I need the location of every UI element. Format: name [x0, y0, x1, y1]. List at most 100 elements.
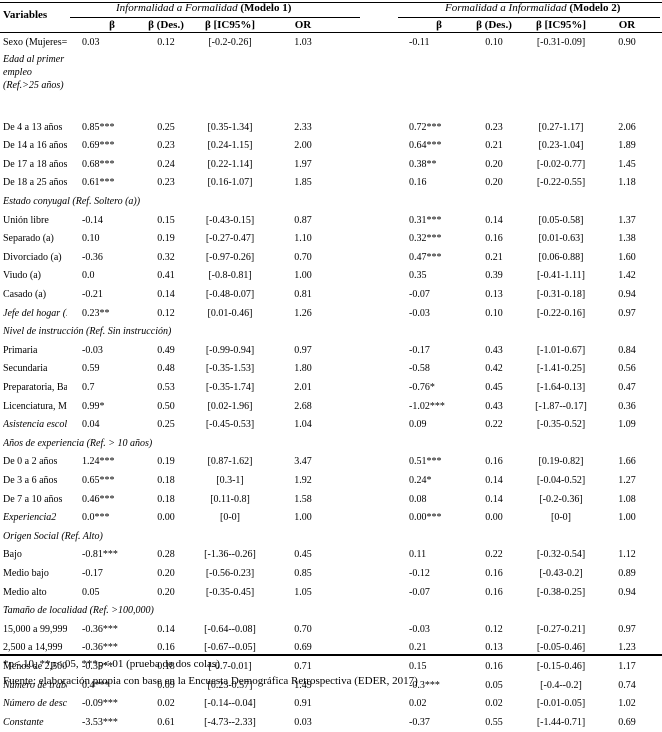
cell-or-1: 1.97: [294, 158, 312, 170]
table-row: De 3 a 6 años 0.65*** 0.18 [0.3-1] 1.92 0.24*…: [0, 472, 662, 490]
cell-beta-1: 0.03: [82, 37, 100, 48]
cell-or-1: 1.49: [294, 679, 312, 691]
cell-ic95-2: [-0.4--0.2]: [540, 679, 582, 691]
row-label: Estado conyugal (Ref. Soltero (a)): [3, 196, 141, 207]
cell-beta-1: -0.36***: [82, 623, 118, 635]
cell-beta-des-1: 0.18: [157, 661, 175, 672]
cell-ic95-1: [0.02-1.96]: [207, 400, 253, 412]
cell-or-2: 2.06: [618, 121, 636, 133]
cell-beta-des-1: 0.53: [157, 382, 175, 393]
row-label: Nivel de instrucción (Ref. Sin instrucci…: [3, 326, 172, 338]
row-label: De 3 a 6 años: [3, 475, 58, 486]
row-label: 15,000 a 99,999: [3, 623, 67, 635]
row-label: Medio alto: [3, 586, 47, 598]
row-label: Menos de 2,500: [3, 661, 67, 672]
cell-ic95-2: [-0.31-0.09]: [536, 37, 586, 48]
col-header-or-2: OR: [618, 19, 636, 31]
cell-or-2: 0.89: [618, 568, 636, 579]
col-header-ic95-2: β [IC95%]: [535, 19, 587, 31]
table-row: Unión libre -0.14 0.15 [-0.43-0.15] 0.87 0.31…: [0, 212, 662, 230]
cell-beta-2: -0.37: [409, 716, 430, 728]
cell-or-1: 0.91: [294, 698, 312, 710]
cell-ic95-1: [-0.67--0.05]: [204, 642, 256, 654]
cell-or-1: 2.01: [294, 382, 312, 393]
cell-or-2: 1.23: [618, 642, 636, 654]
cell-beta-des-2: 0.22: [485, 549, 503, 561]
cell-beta-des-1: 0.12: [157, 37, 175, 48]
cell-beta-des-2: 0.16: [485, 568, 503, 579]
group1-underline: [70, 17, 360, 18]
row-label: Edad al primer empleo (Ref.>25 años): [3, 53, 65, 91]
cell-beta-des-2: 0.39: [485, 270, 503, 282]
cell-ic95-2: [-1.87--0.17]: [535, 400, 587, 412]
cell-ic95-1: [0.01-0.46]: [207, 307, 253, 319]
cell-beta-des-1: 0.18: [157, 493, 175, 505]
cell-beta-des-2: 0.00: [485, 512, 503, 524]
col-header-or-1: OR: [294, 19, 312, 31]
cell-beta-2: -0.58: [409, 363, 430, 375]
table-row: Número de descendientes -0.09*** 0.02 [-0.1…: [0, 695, 662, 713]
cell-ic95-2: [-0.02-0.77]: [536, 158, 586, 170]
cell-beta-2: -0.03: [409, 623, 430, 635]
cell-or-2: 0.74: [618, 679, 636, 691]
cell-beta-des-2: 0.12: [485, 623, 503, 635]
cell-beta-des-1: 0.18: [157, 475, 175, 486]
cell-beta-des-2: 0.21: [485, 140, 503, 152]
cell-ic95-1: [-0.2-0.26]: [208, 37, 252, 48]
cell-ic95-2: [0-0]: [551, 512, 571, 524]
cell-beta-des-2: 0.10: [485, 307, 503, 319]
significance-note: *p<.10, **p<.05, ***p<.01 (prueba de dos…: [3, 658, 220, 670]
row-label: Secundaria: [3, 363, 48, 375]
cell-beta-des-2: 0.02: [485, 698, 503, 710]
cell-ic95-2: [0.01-0.63]: [538, 233, 584, 245]
cell-ic95-1: [-0.27-0.47]: [205, 233, 255, 245]
cell-beta-des-2: 0.20: [485, 177, 503, 189]
cell-or-2: 1.89: [618, 140, 636, 152]
cell-beta-1: 0.4***: [82, 679, 110, 691]
table-row: Medio bajo -0.17 0.20 [-0.56-0.23] 0.85 -0.12…: [0, 565, 662, 583]
cell-beta-des-1: 0.14: [157, 623, 175, 635]
cell-beta-2: -0.11: [409, 37, 430, 48]
col-header-beta-des-1: β (Des.): [148, 19, 184, 31]
cell-or-2: 0.94: [618, 586, 636, 598]
row-label: Separado (a): [3, 233, 54, 245]
cell-beta-2: 0.02: [409, 698, 427, 710]
cell-beta-des-2: 0.16: [485, 661, 503, 672]
cell-beta-2: -0.03: [409, 307, 430, 319]
table-row: Primaria -0.03 0.49 [-0.99-0.94] 0.97 -0.17 0.…: [0, 342, 662, 360]
col-header-ic95-1: β [IC95%]: [204, 19, 256, 31]
cell-beta-1: 0.23**: [82, 307, 110, 319]
cell-or-2: 1.00: [618, 512, 636, 524]
cell-ic95-2: [0.06-0.88]: [538, 251, 584, 263]
cell-ic95-2: [-0.04-0.52]: [536, 475, 586, 486]
table-row: 15,000 a 99,999 -0.36*** 0.14 [-0.64--0.08]…: [0, 621, 662, 639]
cell-beta-des-1: 0.23: [157, 177, 175, 189]
cell-beta-1: 0.61***: [82, 177, 115, 189]
cell-ic95-1: [0.35-1.34]: [207, 121, 253, 133]
cell-or-1: 1.00: [294, 270, 312, 282]
cell-beta-1: 0.0***: [82, 512, 110, 524]
cell-beta-des-1: 0.25: [157, 419, 175, 431]
cell-ic95-1: [-0.35-0.45]: [205, 586, 255, 598]
table-row: Casado (a) -0.21 0.14 [-0.48-0.07] 0.81 -0.07…: [0, 286, 662, 304]
cell-or-1: 1.58: [294, 493, 312, 505]
cell-or-1: 1.10: [294, 233, 312, 245]
row-label: Unión libre: [3, 214, 49, 226]
table-row: Menos de 2,500 -0.35** 0.18 [-0.7-0.01] 0.71…: [0, 658, 662, 676]
table-row: Jefe del hogar (Ref. No) 0.23** 0.12 [0.01-…: [0, 305, 662, 323]
cell-beta-des-1: 0.14: [157, 289, 175, 300]
cell-or-2: 1.09: [618, 419, 636, 431]
cell-beta-1: 0.69***: [82, 140, 115, 152]
cell-beta-1: -0.21: [82, 289, 103, 300]
section-row: Origen Social (Ref. Alto): [0, 528, 662, 546]
cell-or-2: 1.45: [618, 158, 636, 170]
cell-beta-2: 0.64***: [409, 140, 442, 152]
cell-or-1: 1.26: [294, 307, 312, 319]
cell-beta-des-2: 0.45: [485, 382, 503, 393]
row-label: Origen Social (Ref. Alto): [3, 530, 103, 542]
cell-beta-des-1: 0.20: [157, 586, 175, 598]
cell-or-1: 0.97: [294, 344, 312, 356]
cell-ic95-1: [0.3-1]: [216, 475, 244, 486]
cell-ic95-2: [-0.15-0.46]: [536, 661, 586, 672]
